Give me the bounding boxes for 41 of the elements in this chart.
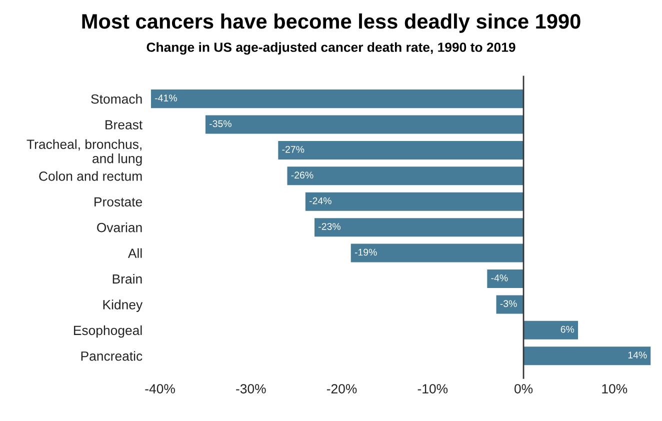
data-label: -4% [491,274,508,282]
x-tick-label: -20% [326,384,357,394]
y-tick-label: All [128,248,142,258]
data-label: -23% [318,223,340,230]
x-tick-label: 0% [514,384,533,394]
data-label: -3% [500,300,517,308]
bar [305,192,524,211]
bar [496,295,524,314]
x-tick-label: -30% [236,384,266,394]
data-label: -41% [155,94,177,102]
bar [205,115,524,134]
bar [150,90,524,108]
y-tick-label: Ovarian [97,222,142,232]
data-label: 14% [628,352,647,358]
x-tick-label: -40% [145,384,175,394]
x-tick-label: 10% [602,384,628,394]
data-label: 6% [560,326,574,333]
chart-subtitle: Change in US age-adjusted cancer death rate, 1990 to 2019 [146,42,516,55]
data-label: -19% [354,248,377,256]
data-label: -35% [210,120,232,128]
bar [524,320,578,340]
x-tick-label: -10% [418,384,448,394]
y-tick-label: Colon and rectum [39,171,142,181]
bar [278,140,524,160]
y-tick-label: Pancreatic [81,351,142,361]
bar [287,166,524,186]
y-tick-label: Brain [112,274,142,284]
bar [487,269,524,288]
y-tick-label: Tracheal, bronchus, and lung [26,139,142,166]
data-label: -27% [282,146,304,153]
data-label: -24% [309,197,332,204]
bar [314,218,524,237]
bar [350,244,524,262]
y-tick-label: Prostate [94,197,142,207]
bar [524,346,651,366]
y-tick-label: Esophogeal [74,325,142,338]
y-tick-label: Kidney [103,300,143,312]
y-tick-label: Breast [106,120,143,130]
y-tick-label: Stomach [91,94,142,104]
data-label: -26% [291,172,314,179]
chart-title: Most cancers have become less deadly since 1990 [82,13,580,33]
